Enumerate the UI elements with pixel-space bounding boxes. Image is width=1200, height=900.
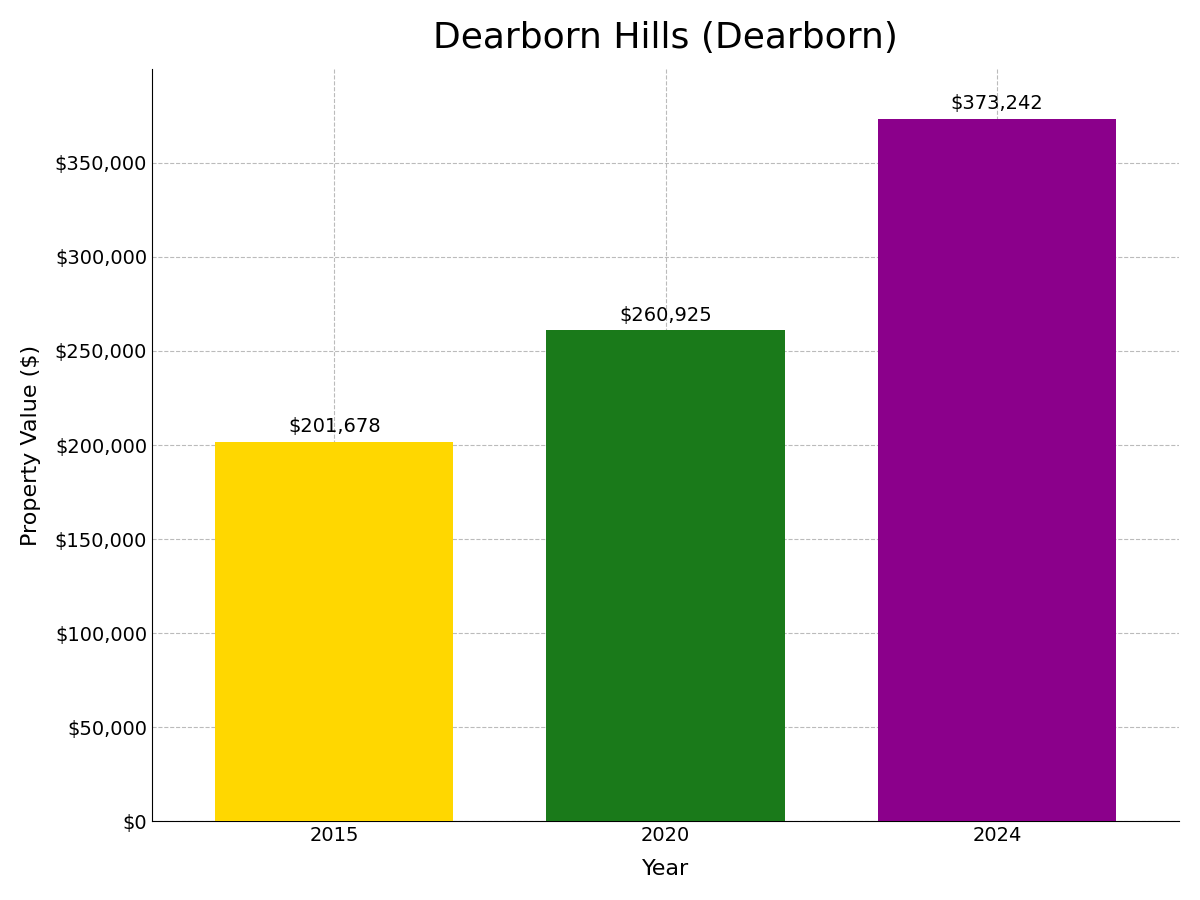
- X-axis label: Year: Year: [642, 860, 689, 879]
- Y-axis label: Property Value ($): Property Value ($): [20, 345, 41, 545]
- Text: $260,925: $260,925: [619, 306, 712, 325]
- Title: Dearborn Hills (Dearborn): Dearborn Hills (Dearborn): [433, 21, 898, 55]
- Text: $201,678: $201,678: [288, 418, 380, 436]
- Bar: [215, 442, 454, 822]
- Text: $373,242: $373,242: [950, 94, 1043, 113]
- Bar: [546, 330, 785, 822]
- Bar: [877, 119, 1116, 822]
